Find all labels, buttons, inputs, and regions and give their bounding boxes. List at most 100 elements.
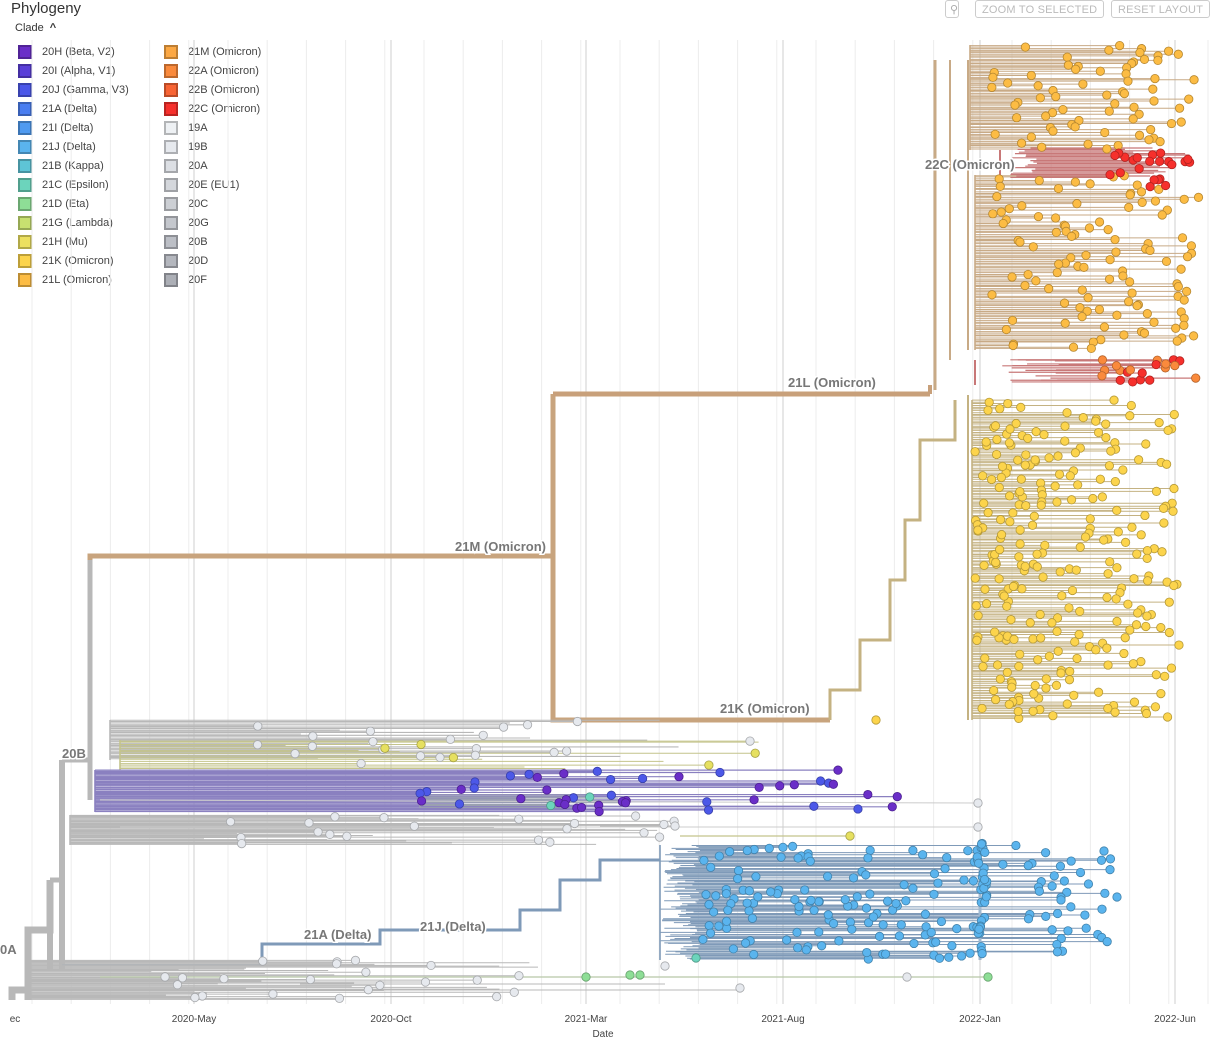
legend-item[interactable]: 21B (Kappa) (18, 156, 104, 175)
legend-item[interactable]: 20H (Beta, V2) (18, 42, 115, 61)
legend-swatch (18, 177, 32, 192)
tip-node (1156, 148, 1166, 158)
tip-node (1063, 926, 1073, 936)
tip-node (1065, 666, 1075, 676)
legend-item[interactable]: 21A (Delta) (18, 99, 97, 118)
tip-node (1015, 525, 1025, 535)
legend-swatch (164, 101, 178, 116)
tip-node (1113, 527, 1123, 537)
tip-node (1101, 419, 1111, 429)
labels-layer: 21M (Omicron) 21L (Omicron) 22C (Omicron) 2… (0, 156, 1196, 1038)
tip-node (1028, 706, 1038, 716)
reset-layout-button[interactable]: RESET LAYOUT (1111, 0, 1211, 18)
tip-node (1123, 76, 1133, 86)
legend-item[interactable]: 20G (164, 213, 209, 232)
tip-node (1119, 330, 1129, 340)
tip-node (620, 798, 631, 808)
tip-node (789, 780, 799, 790)
tip-node (977, 949, 987, 959)
tip-node (1023, 914, 1034, 924)
tip-node (1064, 675, 1075, 685)
tip-node (974, 858, 984, 868)
legend-item[interactable]: 21G (Lambda) (18, 213, 113, 232)
clade-legend-toggle[interactable]: Clade ^ (15, 22, 56, 34)
tip-node (983, 405, 993, 415)
tip-node (709, 907, 719, 917)
tip-node (606, 790, 616, 800)
tip-node (861, 903, 872, 913)
tip-node (970, 573, 980, 583)
tip-node (1105, 854, 1116, 864)
tip-node (865, 889, 875, 899)
tip-node (1033, 81, 1043, 91)
tip-node (1062, 52, 1072, 62)
tip-node (973, 610, 983, 621)
tip-node (1033, 211, 1044, 222)
legend-item[interactable]: 21D (Eta) (18, 194, 89, 213)
tip-node (639, 828, 649, 838)
tip-node (1149, 317, 1159, 327)
tip-node (874, 931, 885, 941)
tip-node (1103, 569, 1113, 579)
legend-label: 19B (188, 140, 208, 153)
tip-node (1075, 303, 1085, 313)
tip-node (1126, 400, 1136, 411)
legend-item[interactable]: 20F (164, 270, 207, 289)
legend-item[interactable]: 19B (164, 137, 208, 156)
tip-node (1125, 190, 1135, 200)
tip-node (747, 913, 757, 923)
tip-node (1167, 159, 1177, 170)
legend-item[interactable]: 22A (Omicron) (164, 61, 259, 80)
tip-node (959, 875, 969, 885)
tip-node (1120, 537, 1131, 548)
tip-node (1115, 168, 1125, 178)
legend-item[interactable]: 21M (Omicron) (164, 42, 261, 61)
tip-node (1052, 267, 1062, 278)
magnifier-icon[interactable]: ⚲ (945, 0, 959, 18)
tip-node (995, 544, 1005, 555)
tip-node (1166, 118, 1177, 129)
legend-item[interactable]: 19A (164, 118, 208, 137)
tip-node (992, 660, 1003, 670)
legend-label: 20F (188, 273, 207, 286)
legend-item[interactable]: 21J (Delta) (18, 137, 96, 156)
legend-item[interactable]: 22C (Omicron) (164, 99, 260, 118)
tip-node (1013, 706, 1023, 717)
tip-node (1007, 315, 1018, 326)
legend-item[interactable]: 21K (Omicron) (18, 251, 114, 270)
legend-item[interactable]: 20C (164, 194, 208, 213)
legend-item[interactable]: 20D (164, 251, 208, 270)
legend-item[interactable]: 21I (Delta) (18, 118, 93, 137)
legend-item[interactable]: 20I (Alpha, V1) (18, 61, 115, 80)
tip-node (705, 928, 716, 938)
zoom-to-selected-button[interactable]: ZOOM TO SELECTED (975, 0, 1105, 18)
tip-node (1044, 651, 1054, 661)
legend-item[interactable]: 20J (Gamma, V3) (18, 80, 129, 99)
legend-item[interactable]: 22B (Omicron) (164, 80, 260, 99)
tip-node (177, 973, 188, 983)
tip-node (1124, 202, 1134, 212)
tip-node (1123, 599, 1133, 609)
legend-item[interactable]: 20E (EU1) (164, 175, 239, 194)
branch-label: 21K (Omicron) (720, 701, 810, 716)
tip-node (1081, 923, 1091, 933)
tip-node (1051, 92, 1061, 102)
legend-item[interactable]: 20A (164, 156, 208, 175)
legend-item[interactable]: 20B (164, 232, 208, 251)
legend-item[interactable]: 21L (Omicron) (18, 270, 112, 289)
legend-item[interactable]: 21C (Epsilon) (18, 175, 109, 194)
tip-node (976, 839, 987, 849)
tip-node (1094, 304, 1105, 315)
tip-node (1149, 96, 1159, 106)
legend-item[interactable]: 21H (Mu) (18, 232, 88, 251)
tip-node (934, 953, 945, 963)
tip-node (1158, 503, 1169, 513)
tip-node (701, 889, 711, 900)
tip-node (1176, 117, 1186, 127)
legend-label: 20E (EU1) (188, 178, 240, 191)
tip-node (714, 921, 724, 931)
tip-node (1003, 78, 1013, 88)
tip-node (1047, 881, 1057, 891)
tip-node (368, 737, 378, 747)
